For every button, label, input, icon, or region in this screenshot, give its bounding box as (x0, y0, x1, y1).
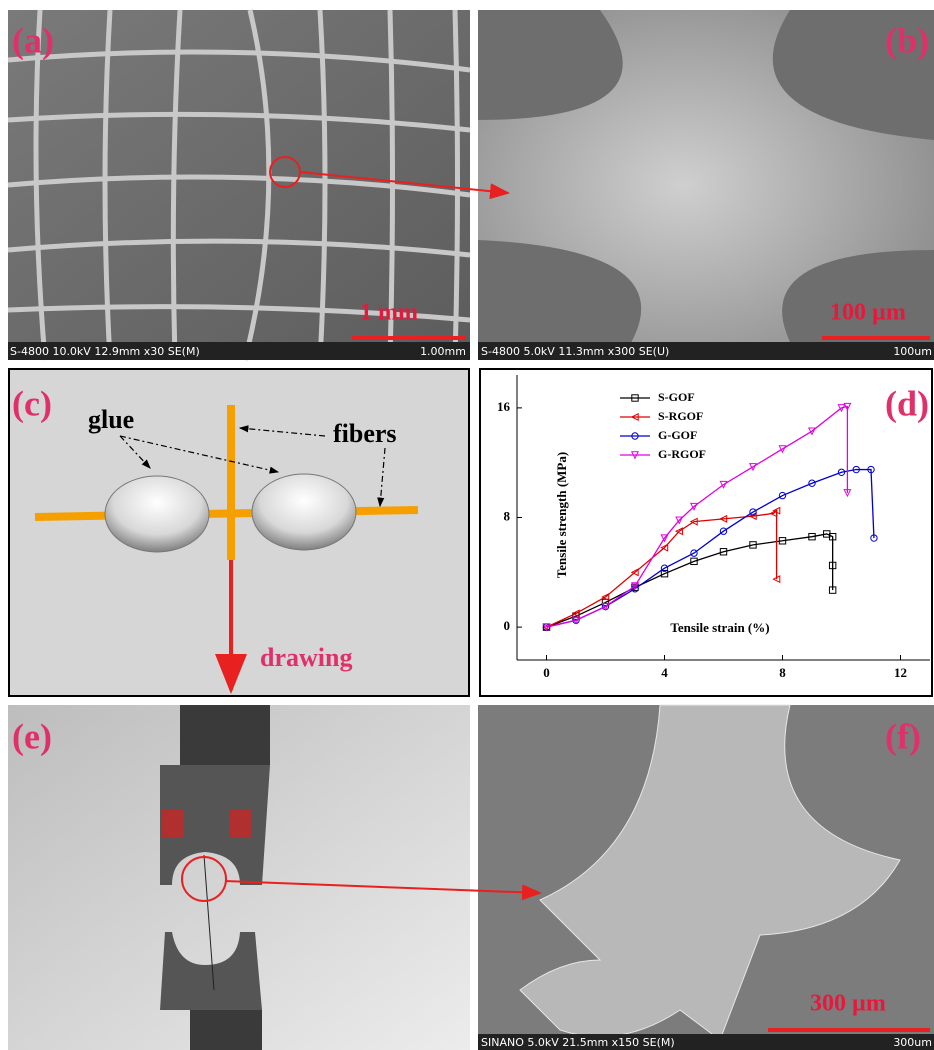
legend-label: S-GOF (658, 390, 695, 404)
chart-frame (480, 369, 932, 696)
schematic (9, 369, 469, 696)
x-tick-label: 12 (894, 665, 907, 680)
panel-label: (a) (12, 20, 54, 60)
x-axis-label: Tensile strain (%) (670, 620, 769, 635)
x-tick-label: 0 (543, 665, 550, 680)
scale-label: 100 µm (830, 300, 906, 326)
panel-e: (e) (8, 705, 470, 1050)
legend-label: G-RGOF (658, 447, 706, 461)
clamp (190, 1010, 262, 1050)
sem-bar: 1.00mm (420, 345, 466, 358)
legend-label: S-RGOF (658, 409, 703, 423)
tape (230, 810, 252, 838)
sem-bar: 300um (893, 1036, 932, 1049)
panel-f: (f) 300 µm SINANO 5.0kV 21.5mm x150 SE(M… (478, 705, 934, 1050)
panel-label: (e) (12, 716, 52, 756)
sem-info: SINANO 5.0kV 21.5mm x150 SE(M) (481, 1036, 675, 1049)
glue-drop (252, 474, 356, 550)
y-axis-label: Tensile strength (MPa) (554, 452, 569, 578)
tape (162, 810, 184, 838)
fibers-label: fibers (333, 419, 397, 448)
drawing-label: drawing (260, 643, 352, 672)
x-tick-label: 4 (661, 665, 668, 680)
panel-a: (a) 1 mm S-4800 10.0kV 12.9mm x30 SE(M) … (8, 10, 470, 360)
panel-label: (d) (885, 383, 929, 423)
panel-d: (d) Tensile strength (MPa) Tensile strai… (480, 369, 932, 696)
y-tick-label: 0 (504, 618, 511, 633)
panel-b: (b) 100 µm S-4800 5.0kV 11.3mm x300 SE(U… (478, 10, 934, 360)
y-tick-label: 8 (504, 508, 511, 523)
clamp (180, 705, 270, 765)
panel-label: (b) (885, 20, 929, 60)
glue-drop (105, 476, 209, 552)
figure: (a) 1 mm S-4800 10.0kV 12.9mm x30 SE(M) … (0, 0, 934, 1050)
panel-label: (c) (12, 383, 52, 423)
sem-info: S-4800 5.0kV 11.3mm x300 SE(U) (481, 345, 669, 358)
sem-bar: 100um (893, 345, 932, 358)
x-tick-label: 8 (779, 665, 786, 680)
scale-label: 300 µm (810, 991, 886, 1017)
scale-label: 1 mm (360, 300, 418, 326)
panel-label: (f) (885, 716, 921, 756)
y-tick-label: 16 (497, 399, 511, 414)
panel-c: (c) glue fibers drawing (9, 369, 469, 696)
legend-label: G-GOF (658, 428, 697, 442)
glue-label: glue (88, 405, 134, 434)
sem-info: S-4800 10.0kV 12.9mm x30 SE(M) (10, 345, 200, 358)
